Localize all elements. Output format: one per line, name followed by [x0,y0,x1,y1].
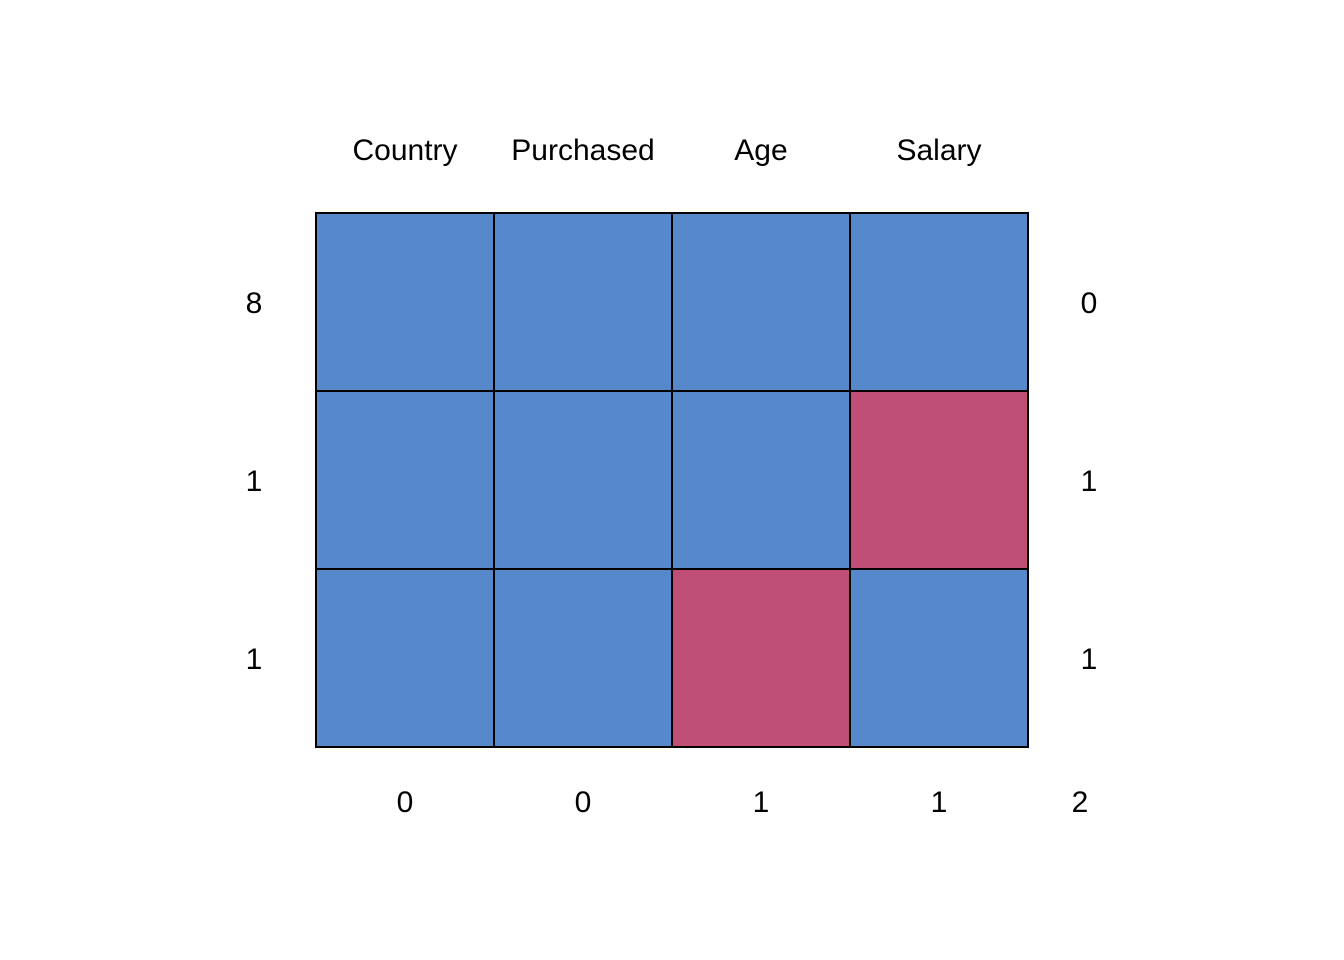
observed-cell [671,390,851,570]
column-header: Age [734,134,787,167]
column-header: Salary [896,134,981,167]
row-missing-count-label: 1 [1081,643,1098,676]
observed-cell [493,390,673,570]
row-missing-count-labels: 0 1 1 [1081,287,1098,676]
missing-cell [849,390,1029,570]
row-missing-count-label: 1 [1081,465,1098,498]
total-missing-label: 2 [1072,786,1089,819]
row-frequency-label: 8 [246,287,263,320]
column-missing-count-label: 0 [575,786,592,819]
observed-cell [849,212,1029,392]
column-missing-count-label: 1 [753,786,770,819]
row-frequency-labels: 8 1 1 [246,287,263,676]
column-headers: Country Purchased Age Salary [352,134,981,167]
observed-cell [849,568,1029,748]
pattern-grid [315,212,1029,748]
column-missing-count-label: 0 [397,786,414,819]
observed-cell [315,568,495,748]
column-header: Purchased [511,134,654,167]
observed-cell [493,212,673,392]
column-missing-count-labels: 0 0 1 1 [397,786,948,819]
observed-cell [493,568,673,748]
observed-cell [315,212,495,392]
missing-cell [671,568,851,748]
row-frequency-label: 1 [246,643,263,676]
row-missing-count-label: 0 [1081,287,1098,320]
observed-cell [315,390,495,570]
row-frequency-label: 1 [246,465,263,498]
observed-cell [671,212,851,392]
column-header: Country [352,134,457,167]
column-missing-count-label: 1 [931,786,948,819]
